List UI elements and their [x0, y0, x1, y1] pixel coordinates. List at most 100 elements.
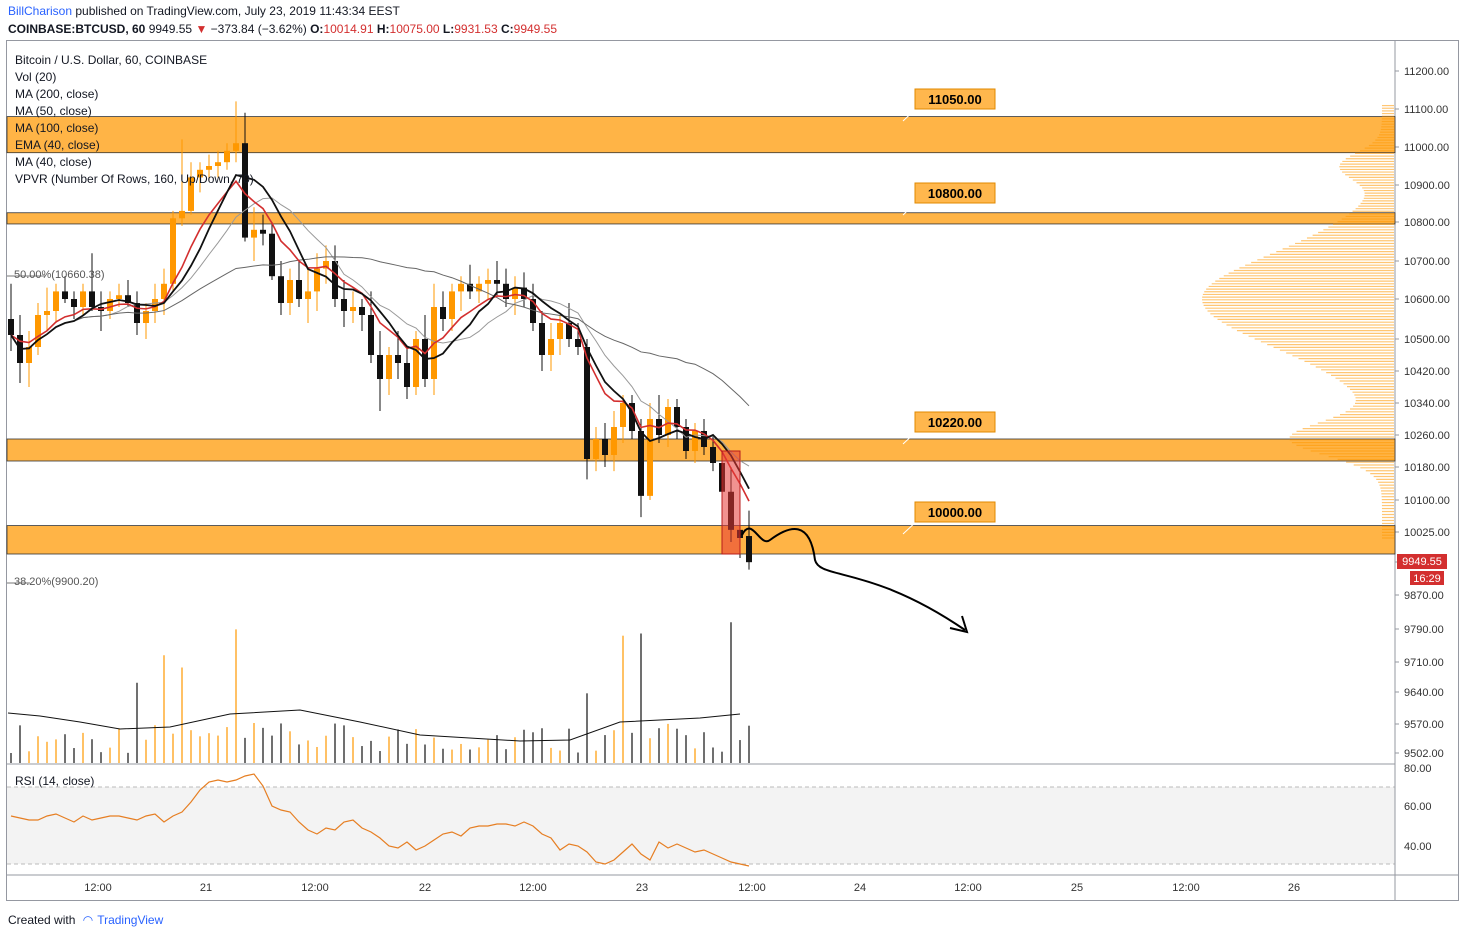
footer-brand[interactable]: TradingView — [97, 913, 164, 927]
candle-body — [35, 315, 41, 347]
low-label: L: — [442, 22, 455, 36]
y-tick-label: 10100.00 — [1404, 495, 1450, 507]
candle-body — [521, 287, 527, 299]
candle-body — [251, 229, 257, 238]
candle-body — [296, 280, 302, 299]
last-price: 9949.55 — [148, 22, 193, 36]
candle-body — [638, 431, 644, 496]
candle-body — [314, 268, 320, 292]
legend-item[interactable]: Vol (20) — [15, 70, 57, 84]
y-tick-label: 10700.00 — [1404, 256, 1450, 268]
projection-path — [741, 527, 966, 631]
y-tick-label: 10340.00 — [1404, 398, 1450, 410]
candle-body — [377, 355, 383, 379]
low-value: 9931.53 — [454, 22, 498, 36]
candle-body — [197, 169, 203, 178]
author-link[interactable]: BillCharison — [8, 4, 73, 18]
zone-callout-label: 10000.00 — [928, 505, 982, 520]
high-label: H: — [376, 22, 390, 36]
y-tick-label: 9790.00 — [1404, 624, 1444, 636]
candle-body — [440, 307, 446, 319]
y-tick-label: 10500.00 — [1404, 334, 1450, 346]
candle-body — [224, 150, 230, 163]
candle-body — [395, 355, 401, 363]
candle-body — [710, 447, 716, 463]
candle-body — [179, 210, 185, 219]
legend-item[interactable]: MA (200, close) — [15, 87, 99, 101]
highlight-box — [721, 450, 741, 555]
down-arrow-icon: ▼ — [195, 22, 208, 36]
legend-item[interactable]: MA (40, close) — [15, 155, 92, 169]
legend-item[interactable]: MA (100, close) — [15, 121, 99, 135]
rsi-tick-label: 80.00 — [1404, 763, 1432, 775]
legend-item[interactable]: EMA (40, close) — [15, 138, 100, 152]
symbol-label: COINBASE:BTCUSD, 60 — [8, 22, 146, 36]
rsi-tick-label: 60.00 — [1404, 801, 1432, 813]
rsi-label: RSI (14, close) — [15, 774, 95, 788]
candle-body — [602, 439, 608, 455]
y-tick-label: 9710.00 — [1404, 657, 1444, 669]
projection-arrow-icon — [949, 615, 969, 634]
candle-body — [125, 295, 131, 303]
candle-body — [71, 299, 77, 307]
x-tick-label: 12:00 — [84, 882, 112, 894]
legend-item[interactable]: VPVR (Number Of Rows, 160, Up/Down, 70) — [15, 172, 254, 186]
y-tick-label: 11000.00 — [1404, 142, 1449, 154]
candle-body — [341, 299, 347, 311]
candle-body — [332, 261, 338, 299]
candle-body — [188, 177, 194, 211]
legend-item[interactable]: MA (50, close) — [15, 104, 92, 118]
rsi-line — [10, 773, 750, 867]
y-tick-label: 11200.00 — [1404, 66, 1449, 78]
zone-callout-label: 11050.00 — [928, 92, 982, 107]
candle-body — [512, 287, 518, 299]
x-tick-label: 22 — [419, 882, 431, 894]
x-tick-label: 12:00 — [738, 882, 766, 894]
candle-body — [575, 339, 581, 347]
y-tick-label: 9870.00 — [1404, 590, 1444, 602]
chart-frame — [6, 40, 1459, 901]
support-resistance-zone — [6, 212, 1396, 225]
y-tick-label: 10025.00 — [1404, 527, 1450, 539]
candle-body — [359, 307, 365, 315]
candle-body — [323, 261, 329, 269]
x-tick-label: 26 — [1288, 882, 1300, 894]
candle-body — [647, 419, 653, 496]
candle-body — [629, 403, 635, 431]
y-tick-label: 9570.00 — [1404, 719, 1444, 731]
open-value: 10014.91 — [323, 22, 374, 36]
candle-body — [242, 143, 248, 238]
legend-title: Bitcoin / U.S. Dollar, 60, COINBASE — [15, 53, 208, 67]
candle-body — [611, 427, 617, 455]
candle-body — [152, 299, 158, 311]
indicator-legend: Bitcoin / U.S. Dollar, 60, COINBASE Vol … — [15, 52, 254, 188]
candle-body — [467, 283, 473, 292]
x-tick-label: 24 — [854, 882, 866, 894]
y-tick-label: 9502.00 — [1404, 748, 1444, 760]
candle-body — [458, 283, 464, 292]
candle-body — [368, 315, 374, 355]
price-change: −373.84 (−3.62%) — [210, 22, 307, 36]
open-label: O: — [310, 22, 324, 36]
candle-body — [386, 355, 392, 379]
published-text: published on TradingView.com, July 23, 2… — [75, 4, 400, 18]
zone-callout-label: 10800.00 — [928, 186, 982, 201]
candle-body — [404, 363, 410, 387]
candle-body — [548, 339, 554, 355]
y-tick-label: 11100.00 — [1404, 104, 1448, 116]
high-value: 10075.00 — [389, 22, 440, 36]
close-label: C: — [500, 22, 514, 36]
candle-body — [116, 295, 122, 299]
candle-body — [539, 323, 545, 355]
candle-body — [62, 291, 68, 299]
footer: Created with ◠ TradingView — [8, 913, 163, 927]
quote-line: COINBASE:BTCUSD, 60 9949.55 ▼ −373.84 (−… — [8, 22, 557, 36]
candle-body — [233, 143, 239, 151]
candle-body — [674, 407, 680, 427]
time-tag-value: 16:29 — [1413, 573, 1441, 585]
time-tag — [1410, 571, 1444, 585]
tradingview-logo-icon[interactable]: ◠ — [82, 913, 94, 927]
fib-50-text: 50.00%(10660.38) — [14, 269, 105, 281]
candle-body — [170, 218, 176, 284]
